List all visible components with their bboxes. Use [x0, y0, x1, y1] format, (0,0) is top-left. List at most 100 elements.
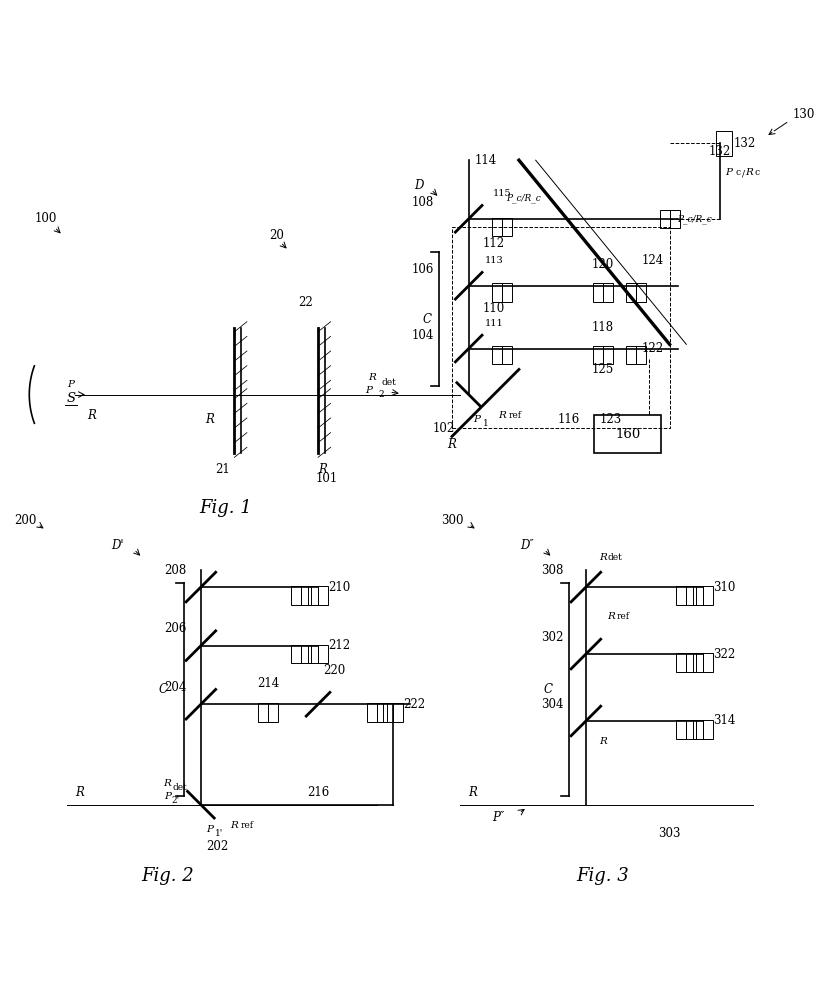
- Text: 314: 314: [712, 715, 734, 728]
- Text: 220: 220: [324, 664, 345, 677]
- Text: 123: 123: [599, 413, 621, 426]
- Bar: [659, 210, 669, 228]
- Bar: [502, 283, 512, 302]
- Text: 100: 100: [35, 212, 57, 226]
- Bar: [451, 227, 669, 428]
- Text: 302: 302: [541, 631, 563, 644]
- Text: 116: 116: [558, 413, 579, 426]
- Bar: [602, 346, 612, 364]
- Text: 2': 2': [171, 796, 180, 805]
- Bar: [492, 283, 502, 302]
- Bar: [702, 720, 712, 739]
- Bar: [592, 283, 602, 302]
- Text: 111: 111: [484, 319, 502, 328]
- Text: 101: 101: [315, 472, 337, 485]
- Text: c: c: [735, 168, 740, 177]
- Bar: [502, 218, 512, 237]
- Text: C: C: [159, 683, 167, 696]
- Text: R: R: [368, 373, 376, 382]
- Bar: [592, 346, 602, 364]
- Text: 130: 130: [792, 108, 813, 121]
- Text: P: P: [364, 386, 371, 395]
- Text: 108: 108: [411, 196, 433, 209]
- Text: D″: D″: [520, 539, 533, 551]
- Bar: [502, 346, 512, 364]
- Text: R: R: [447, 439, 456, 451]
- Bar: [692, 586, 702, 605]
- Bar: [318, 586, 328, 605]
- Text: c: c: [754, 168, 759, 177]
- Bar: [715, 131, 732, 156]
- Text: 1': 1': [215, 830, 223, 839]
- Bar: [492, 218, 502, 237]
- Text: 112: 112: [482, 238, 504, 250]
- Text: 20: 20: [268, 229, 283, 242]
- Text: R: R: [75, 786, 84, 799]
- Bar: [291, 644, 301, 663]
- Text: R: R: [230, 821, 238, 830]
- Bar: [318, 644, 328, 663]
- Text: 208: 208: [165, 564, 186, 577]
- Text: Fig. 1: Fig. 1: [199, 499, 252, 517]
- Text: 322: 322: [712, 647, 734, 660]
- Text: 300: 300: [441, 514, 462, 527]
- Text: 122: 122: [641, 342, 663, 355]
- Text: 212: 212: [328, 640, 349, 652]
- Text: det: det: [607, 553, 622, 562]
- Text: D: D: [413, 179, 423, 192]
- Text: R: R: [88, 409, 96, 422]
- Text: S: S: [67, 392, 76, 405]
- Text: R: R: [205, 413, 213, 426]
- Bar: [308, 586, 318, 605]
- Bar: [669, 210, 679, 228]
- Text: det: det: [172, 783, 187, 792]
- Text: 202: 202: [206, 841, 228, 853]
- Bar: [686, 586, 696, 605]
- Bar: [594, 416, 660, 453]
- Text: ref: ref: [507, 411, 521, 420]
- Bar: [308, 644, 318, 663]
- Text: 124: 124: [641, 254, 663, 267]
- Text: 206: 206: [165, 623, 186, 636]
- Text: 102: 102: [432, 422, 454, 435]
- Text: 1: 1: [482, 420, 487, 429]
- Bar: [376, 704, 386, 722]
- Bar: [675, 586, 686, 605]
- Text: 125: 125: [591, 363, 613, 376]
- Text: 132: 132: [708, 146, 730, 158]
- Bar: [635, 346, 645, 364]
- Text: Fig. 2: Fig. 2: [140, 867, 194, 885]
- Text: 310: 310: [712, 580, 734, 594]
- Text: 132: 132: [733, 137, 755, 149]
- Text: R: R: [497, 411, 506, 420]
- Text: C: C: [543, 683, 552, 696]
- Bar: [301, 644, 311, 663]
- Text: 114: 114: [474, 153, 496, 166]
- Bar: [257, 704, 268, 722]
- Text: 2: 2: [378, 390, 383, 399]
- Bar: [291, 586, 301, 605]
- Text: P: P: [206, 826, 212, 835]
- Text: 308: 308: [541, 564, 563, 577]
- Bar: [625, 346, 635, 364]
- Text: Fig. 3: Fig. 3: [575, 867, 629, 885]
- Bar: [393, 704, 403, 722]
- Text: D': D': [110, 539, 124, 551]
- Text: R: R: [318, 463, 326, 476]
- Text: 304: 304: [541, 698, 563, 711]
- Bar: [692, 720, 702, 739]
- Bar: [702, 586, 712, 605]
- Text: 120: 120: [591, 258, 613, 271]
- Text: ref: ref: [616, 612, 630, 621]
- Text: det: det: [381, 377, 396, 386]
- Text: /: /: [741, 170, 744, 179]
- Bar: [692, 653, 702, 671]
- Text: P: P: [473, 415, 480, 424]
- Text: P: P: [164, 792, 171, 801]
- Bar: [602, 283, 612, 302]
- Text: 118: 118: [591, 321, 613, 334]
- Text: P_c/R_c: P_c/R_c: [505, 193, 540, 203]
- Text: 204: 204: [165, 681, 186, 694]
- Text: R: R: [468, 786, 477, 799]
- Text: R: R: [598, 738, 606, 746]
